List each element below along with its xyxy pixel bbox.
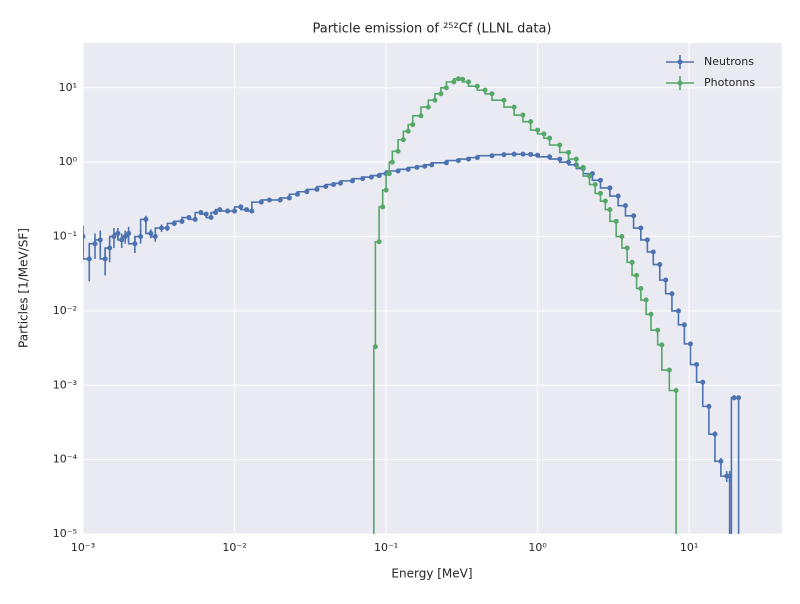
x-tick-label: 10⁰ xyxy=(528,541,547,554)
legend-marker xyxy=(678,81,683,86)
legend-label: Neutrons xyxy=(704,55,754,68)
y-tick-label: 10⁻⁴ xyxy=(53,453,78,466)
y-tick-label: 10⁻³ xyxy=(53,378,77,391)
y-tick-label: 10⁻⁵ xyxy=(53,527,77,540)
chart-title: Particle emission of ²⁵²Cf (LLNL data) xyxy=(312,22,551,37)
y-tick-label: 10¹ xyxy=(59,81,77,94)
plot-area xyxy=(83,43,782,534)
x-tick-label: 10⁻³ xyxy=(71,541,95,554)
y-tick-label: 10⁰ xyxy=(59,155,78,168)
x-tick-label: 10⁻¹ xyxy=(374,541,398,554)
x-axis-label: Energy [MeV] xyxy=(391,567,472,581)
x-tick-label: 10¹ xyxy=(680,541,698,554)
y-tick-label: 10⁻¹ xyxy=(53,230,77,243)
x-tick-label: 10⁻² xyxy=(222,541,246,554)
y-axis-label: Particles [1/MeV/SF] xyxy=(17,228,31,348)
y-tick-label: 10⁻² xyxy=(53,304,77,317)
legend-label: Photonns xyxy=(704,76,755,89)
legend-marker xyxy=(678,60,683,65)
